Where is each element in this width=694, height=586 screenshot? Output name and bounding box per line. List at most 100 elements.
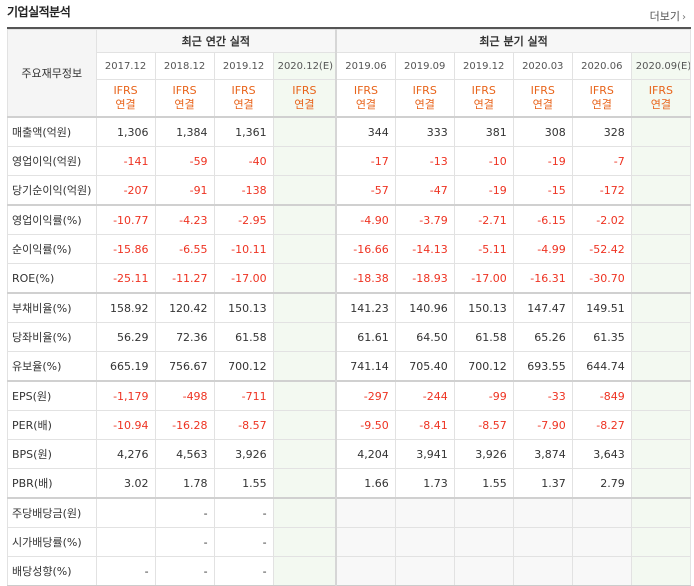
value-cell xyxy=(272,204,337,235)
value-cell: 328 xyxy=(571,116,632,147)
value-cell xyxy=(272,468,337,499)
value-cell: - xyxy=(154,497,215,528)
value-cell xyxy=(571,556,632,586)
basis-scope: 연결 xyxy=(532,98,553,111)
basis-scope: 연결 xyxy=(355,98,377,111)
accounting-basis: IFRS 연결 xyxy=(394,79,455,118)
accounting-basis: IFRS 연결 xyxy=(453,79,514,118)
value-cell: 61.61 xyxy=(335,322,396,352)
value-cell: -99 xyxy=(453,380,514,411)
value-cell: -10 xyxy=(453,146,514,176)
value-cell xyxy=(272,439,337,469)
value-cell: -7 xyxy=(571,146,632,176)
table-row: 시가배당률(%) - - xyxy=(7,527,692,557)
value-cell: 1.66 xyxy=(335,468,396,499)
value-cell: 150.13 xyxy=(453,292,514,323)
accounting-basis: IFRS 연결 xyxy=(213,79,274,118)
value-cell xyxy=(630,322,692,352)
period-header: 2020.12(E) xyxy=(272,52,337,80)
value-cell: -3.79 xyxy=(394,204,455,235)
value-cell xyxy=(272,497,337,528)
basis-scope: 연결 xyxy=(414,98,435,111)
value-cell: -16.28 xyxy=(154,410,215,440)
value-cell: -17 xyxy=(335,146,396,176)
value-cell xyxy=(453,497,514,528)
row-label: 주당배당금(원) xyxy=(7,497,97,528)
value-cell xyxy=(335,556,396,586)
value-cell xyxy=(571,527,632,557)
value-cell xyxy=(335,527,396,557)
value-cell: -207 xyxy=(95,175,156,206)
value-cell: 141.23 xyxy=(335,292,396,323)
value-cell: 644.74 xyxy=(571,351,632,382)
value-cell: 140.96 xyxy=(394,292,455,323)
period-header: 2019.12 xyxy=(453,52,514,80)
value-cell xyxy=(272,380,337,411)
row-label: BPS(원) xyxy=(7,439,97,469)
value-cell: -498 xyxy=(154,380,215,411)
value-cell xyxy=(630,204,692,235)
more-label: 더보기 xyxy=(649,10,680,23)
value-cell: 756.67 xyxy=(154,351,215,382)
value-cell: 4,276 xyxy=(95,439,156,469)
value-cell xyxy=(630,292,692,323)
basis-standard: IFRS xyxy=(353,84,379,97)
accounting-basis: IFRS 연결 xyxy=(154,79,215,118)
value-cell: 4,563 xyxy=(154,439,215,469)
period-header: 2019.12 xyxy=(213,52,274,80)
top-divider xyxy=(7,27,691,29)
value-cell xyxy=(272,263,337,294)
value-cell: 64.50 xyxy=(394,322,455,352)
value-cell: 1,384 xyxy=(154,116,215,147)
value-cell xyxy=(630,263,692,294)
value-cell: - xyxy=(213,527,274,557)
table-row: 유보율(%) 665.19 756.67 700.12 741.14 705.40 700.… xyxy=(7,351,692,382)
value-cell xyxy=(272,410,337,440)
value-cell: -47 xyxy=(394,175,455,206)
value-cell: -11.27 xyxy=(154,263,215,294)
value-cell xyxy=(394,527,455,557)
value-cell xyxy=(512,497,573,528)
value-cell: 344 xyxy=(335,116,396,147)
value-cell: -10.77 xyxy=(95,204,156,235)
accounting-basis: IFRS 연결 xyxy=(571,79,632,118)
table-row: 당좌비율(%) 56.29 72.36 61.58 61.61 64.50 61.58 65.… xyxy=(7,322,692,352)
value-cell: -14.13 xyxy=(394,234,455,264)
basis-scope: 연결 xyxy=(473,98,494,111)
value-cell: 120.42 xyxy=(154,292,215,323)
value-cell: -244 xyxy=(394,380,455,411)
value-cell: -25.11 xyxy=(95,263,156,294)
value-cell: -5.11 xyxy=(453,234,514,264)
value-cell: -6.55 xyxy=(154,234,215,264)
basis-standard: IFRS xyxy=(530,84,555,97)
value-cell: -18.38 xyxy=(335,263,396,294)
value-cell xyxy=(453,556,514,586)
value-cell: 150.13 xyxy=(213,292,274,323)
value-cell: -19 xyxy=(512,146,573,176)
value-cell: 1.73 xyxy=(394,468,455,499)
period-header: 2017.12 xyxy=(95,52,156,80)
accounting-basis: IFRS 연결 xyxy=(95,79,156,118)
value-cell xyxy=(630,234,692,264)
basis-standard: IFRS xyxy=(589,84,614,97)
more-link[interactable]: 더보기 › xyxy=(650,8,686,24)
row-label: 유보율(%) xyxy=(7,351,97,382)
value-cell: -711 xyxy=(213,380,274,411)
basis-standard: IFRS xyxy=(412,84,437,97)
value-cell: 72.36 xyxy=(154,322,215,352)
value-cell xyxy=(571,497,632,528)
value-cell: 1.55 xyxy=(213,468,274,499)
table-row: 매출액(억원) 1,306 1,384 1,361 344 333 381 308 328 xyxy=(7,116,692,147)
value-cell xyxy=(630,410,692,440)
value-cell: 3,926 xyxy=(453,439,514,469)
value-cell: -4.99 xyxy=(512,234,573,264)
value-cell xyxy=(630,116,692,147)
value-cell: 3,874 xyxy=(512,439,573,469)
table-row: 영업이익(억원) -141 -59 -40 -17 -13 -10 -19 -7 xyxy=(7,146,692,176)
value-cell xyxy=(630,175,692,206)
value-cell: -8.41 xyxy=(394,410,455,440)
value-cell: 149.51 xyxy=(571,292,632,323)
row-label: 순이익률(%) xyxy=(7,234,97,264)
row-label: PBR(배) xyxy=(7,468,97,499)
value-cell: -2.71 xyxy=(453,204,514,235)
